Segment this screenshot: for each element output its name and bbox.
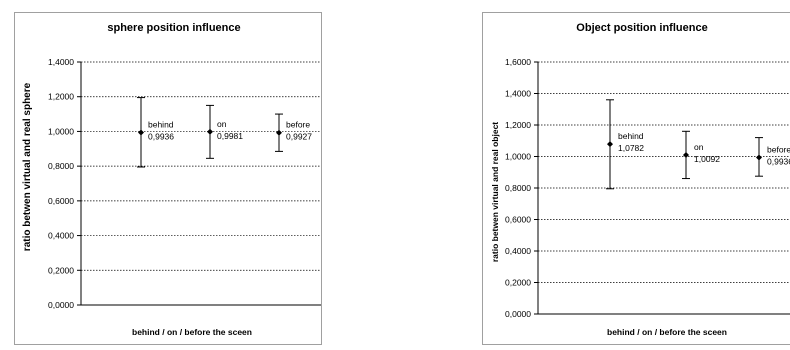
data-label-value: 0,9927	[286, 132, 312, 142]
data-label-value: 1,0092	[694, 154, 720, 164]
chart-title: sphere position influence	[107, 22, 240, 34]
data-label-value: 0,9981	[217, 131, 243, 141]
data-label-category: before	[286, 120, 310, 130]
y-tick-label: 0,2000	[48, 265, 74, 275]
y-tick-label: 0,6000	[48, 196, 74, 206]
y-tick-label: 0,6000	[505, 215, 531, 225]
y-tick-label: 1,6000	[505, 57, 531, 67]
y-tick-label: 0,0000	[505, 309, 531, 319]
chart-title: Object position influence	[576, 22, 707, 34]
y-tick-label: 1,4000	[505, 89, 531, 99]
y-tick-label: 0,8000	[505, 183, 531, 193]
y-axis-label-group: ratio betwen virtual and real object	[490, 122, 500, 262]
data-label-value: 0,9936	[767, 157, 790, 167]
chart-sphere-svg: sphere position influence ratio betwen v…	[14, 12, 322, 345]
y-tick-label: 1,2000	[48, 92, 74, 102]
y-tick-label: 1,0000	[48, 126, 74, 136]
data-label-value: 1,0782	[618, 143, 644, 153]
data-label-category: on	[217, 119, 227, 129]
chart-object: Object position influence ratio betwen v…	[482, 12, 790, 345]
chart-object-svg: Object position influence ratio betwen v…	[482, 12, 790, 345]
x-axis-label: behind / on / before the sceen	[132, 327, 252, 337]
data-label-value: 0,9936	[148, 132, 174, 142]
y-tick-label: 1,4000	[48, 57, 74, 67]
y-axis-label: ratio betwen virtual and real sphere	[22, 82, 33, 251]
y-tick-label: 1,0000	[505, 152, 531, 162]
y-tick-label: 0,0000	[48, 300, 74, 310]
y-axis-label: ratio betwen virtual and real object	[490, 122, 500, 262]
y-axis-label-group: ratio betwen virtual and real sphere	[22, 82, 33, 251]
data-label-category: behind	[148, 120, 174, 130]
data-label-category: behind	[618, 131, 644, 141]
y-tick-label: 1,2000	[505, 120, 531, 130]
y-tick-label: 0,2000	[505, 278, 531, 288]
y-tick-label: 0,4000	[505, 246, 531, 256]
data-label-category: before	[767, 145, 790, 155]
y-tick-label: 0,8000	[48, 161, 74, 171]
data-label-category: on	[694, 142, 704, 152]
y-tick-label: 0,4000	[48, 231, 74, 241]
x-axis-label: behind / on / before the sceen	[607, 327, 727, 337]
chart-sphere: sphere position influence ratio betwen v…	[14, 12, 322, 345]
